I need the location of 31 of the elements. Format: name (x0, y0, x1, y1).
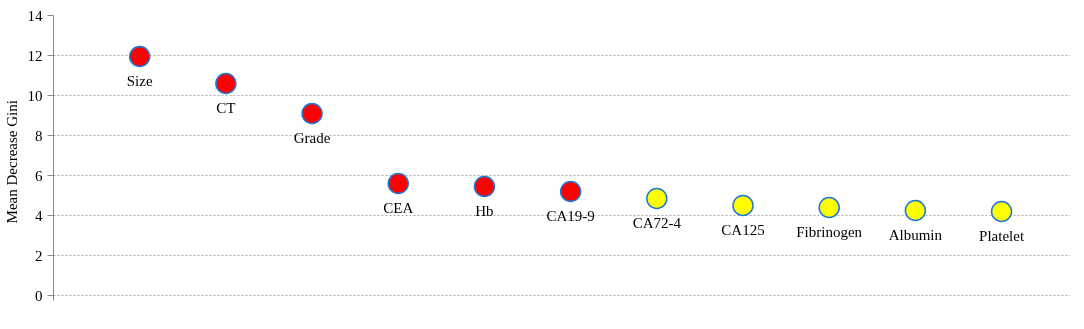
point (387, 172, 409, 195)
y-tick-label: 0 (35, 287, 43, 304)
y-tick-label: 6 (35, 167, 43, 184)
point (990, 200, 1013, 223)
x-tick-label: CEA (383, 199, 414, 216)
x-tick-label: CA19-9 (546, 207, 595, 224)
point (559, 180, 582, 203)
x-tick-label: CA72-4 (632, 214, 682, 231)
point (646, 187, 668, 210)
y-tick-label: 12 (27, 47, 43, 64)
point (301, 102, 323, 125)
y-tick-label: 4 (35, 207, 43, 224)
point (215, 72, 237, 95)
point (128, 45, 151, 68)
x-tick-label: Platelet (979, 227, 1025, 244)
x-tick-label: Size (126, 72, 153, 89)
y-axis-title: Mean Decrease Gini (3, 100, 20, 224)
y-tick-label: 10 (27, 87, 43, 104)
point (904, 199, 927, 222)
x-tick-label: CA125 (721, 221, 765, 238)
y-tick-label: 8 (35, 127, 43, 144)
x-tick-label: CT (216, 99, 236, 116)
y-tick-label: 14 (27, 7, 43, 24)
x-tick-label: Fibrinogen (796, 223, 863, 240)
x-tick-label: Grade (293, 129, 331, 146)
point (818, 196, 840, 219)
point (473, 175, 496, 198)
y-tick-label: 2 (35, 247, 43, 264)
point (732, 194, 754, 217)
x-tick-label: Albumin (888, 226, 943, 243)
x-tick-label: Hb (475, 202, 494, 219)
